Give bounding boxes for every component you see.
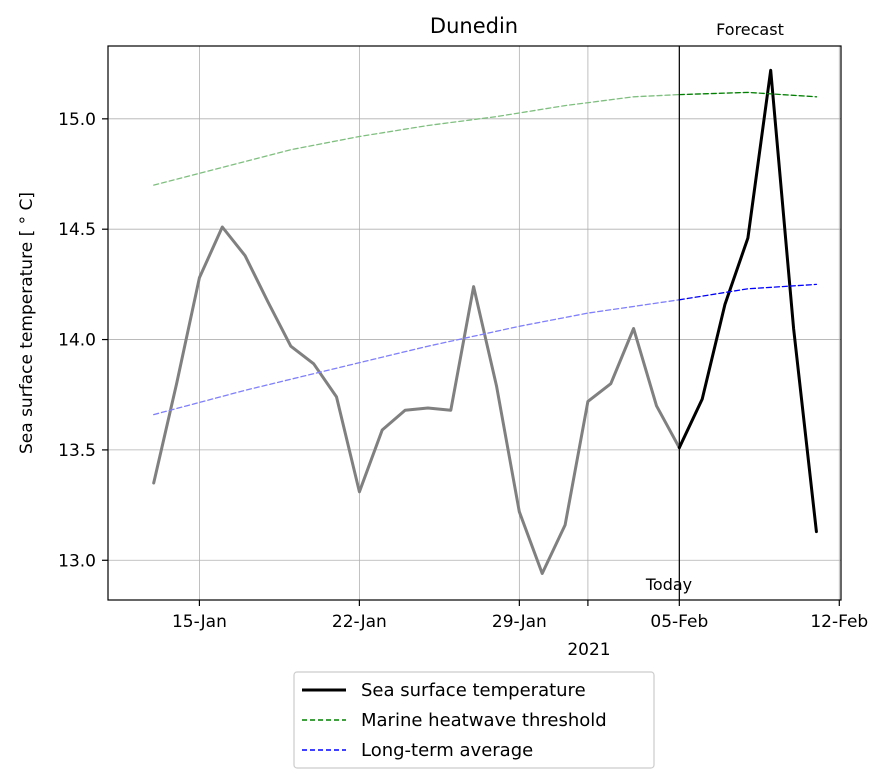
x-tick-label-1: 22-Jan xyxy=(332,612,387,632)
series-threshold-past-line xyxy=(153,93,680,186)
y-tick-label-2: 14.0 xyxy=(58,331,96,351)
x-axis-title: 2021 xyxy=(567,640,610,660)
forecast-label: Forecast xyxy=(716,20,784,39)
legend-label-sst: Sea surface temperature xyxy=(361,680,586,701)
x-tick-label-2: 29-Jan xyxy=(492,612,547,632)
series-threshold-forecast-line xyxy=(678,91,818,98)
y-axis-title: Sea surface temperature [ ° C] xyxy=(17,192,37,454)
y-axis-ticks: 13.0 13.5 14.0 14.5 15.0 xyxy=(58,110,108,571)
x-tick-label-4: 05-Feb xyxy=(650,612,708,632)
legend-label-average: Long-term average xyxy=(361,740,533,761)
x-tick-label-0: 15-Jan xyxy=(172,612,227,632)
series-lines xyxy=(152,68,818,575)
series-average-forecast-line xyxy=(678,283,818,301)
series-sst-forecast-line xyxy=(677,68,818,534)
today-label: Today xyxy=(645,575,692,594)
series-average-past-line xyxy=(153,299,680,416)
y-tick-label-1: 13.5 xyxy=(58,441,96,461)
legend-label-threshold: Marine heatwave threshold xyxy=(361,710,607,731)
series-sst-past-line xyxy=(152,225,681,575)
legend: Sea surface temperature Marine heatwave … xyxy=(293,671,655,769)
x-axis-ticks: 15-Jan 22-Jan 29-Jan 05-Feb 12-Feb xyxy=(172,600,868,632)
y-tick-label-3: 14.5 xyxy=(58,220,96,240)
chart-title: Dunedin xyxy=(430,14,518,38)
x-tick-label-5: 12-Feb xyxy=(810,612,868,632)
plot-frame xyxy=(107,45,842,601)
grid-lines xyxy=(108,46,841,600)
y-tick-label-0: 13.0 xyxy=(58,551,96,571)
legend-box xyxy=(293,671,655,769)
y-tick-label-4: 15.0 xyxy=(58,110,96,130)
